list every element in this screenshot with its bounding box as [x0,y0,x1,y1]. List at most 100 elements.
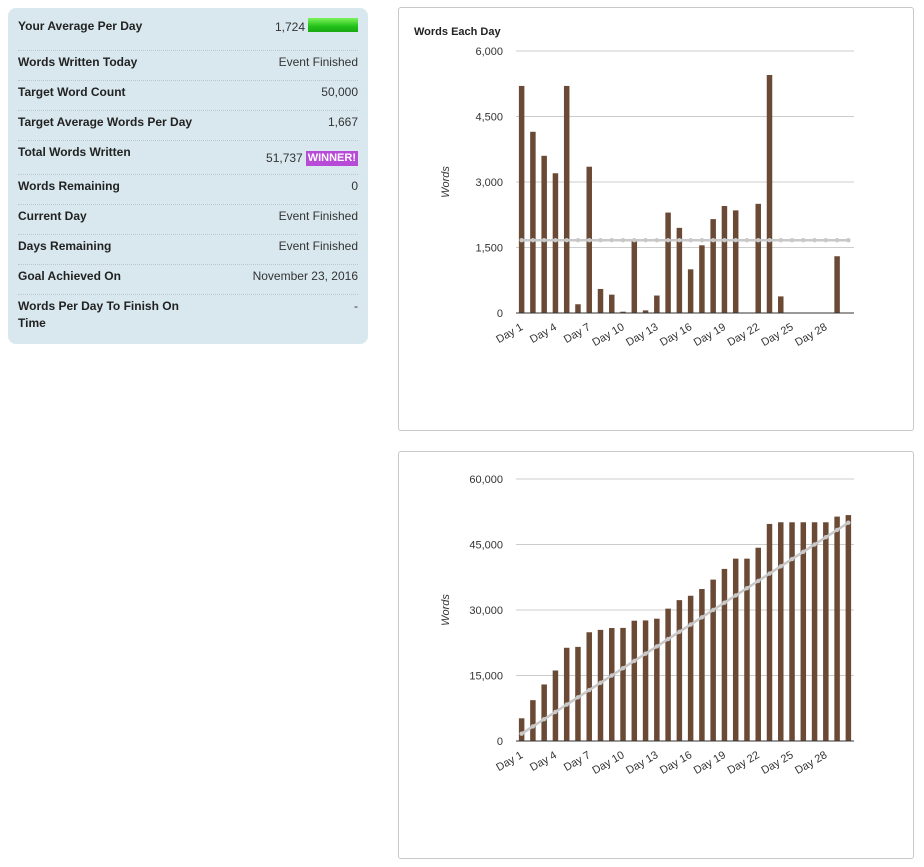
x-tick-label: Day 22 [726,749,762,777]
target-point [587,687,592,693]
target-point [609,673,614,678]
target-point [564,702,569,707]
x-tick-label: Day 10 [590,321,626,349]
bar [744,558,750,741]
target-point [598,238,603,243]
target-point [756,238,761,243]
stat-value: Event Finished [279,205,358,225]
x-tick-label: Day 13 [624,321,660,349]
target-point [587,238,592,243]
target-point [801,549,806,554]
cumulative-words-chart: 0 15,000 30,000 45,000 60,000 Words Day 1 Day 4… [440,474,854,777]
target-point [620,238,626,243]
target-point [541,238,547,243]
target-point [643,238,648,243]
target-point [778,238,783,243]
stat-value: - [354,295,358,315]
x-tick-label: Day 28 [793,749,829,777]
x-tick-label: Day 7 [562,749,593,774]
target-point [722,600,727,605]
chart-title: Words Each Day [414,26,501,38]
stat-value-text: 1,667 [327,115,358,129]
target-point [575,695,581,700]
y-tick-label: 30,000 [469,605,503,617]
stat-row: Current Day Event Finished [18,205,358,235]
x-tick-label: Day 13 [624,749,660,777]
bar [687,269,694,313]
bar [721,568,728,741]
target-point [530,724,536,729]
target-point [665,238,671,243]
stat-label: Target Average Words Per Day [18,115,193,129]
bar [721,206,728,313]
stat-label: Current Day [18,209,87,223]
bar [552,173,559,313]
stat-row: Target Word Count 50,000 [18,81,358,111]
stat-value: Event Finished [279,235,358,255]
bar [541,684,547,741]
target-point [699,238,705,243]
bar [518,718,525,741]
target-point [654,238,660,243]
y-tick-label: 1,500 [475,243,503,255]
target-point [744,238,750,243]
y-tick-label: 0 [497,308,503,320]
x-tick-label: Day 28 [793,321,829,349]
target-point [710,238,716,243]
x-tick-label: Day 19 [692,749,728,777]
bar [563,85,570,313]
x-tick-label: Day 4 [528,749,559,774]
words-each-day-chart: Words Each Day 0 1,500 3,000 4,500 6,000 Words… [414,26,854,349]
bar [620,627,626,741]
words-each-day-panel: Words Each Day 0 1,500 3,000 4,500 6,000 Words… [398,7,914,431]
stat-row: Goal Achieved On November 23, 2016 [18,265,358,295]
target-point [789,556,795,562]
target-point [530,238,536,243]
y-tick-label: 60,000 [469,474,503,486]
bar [732,210,739,313]
target-point [665,636,671,642]
bar [597,629,604,741]
stat-value-text: 1,724 [274,20,305,34]
target-point [823,238,829,243]
bar [642,620,649,741]
target-point [598,680,603,685]
target-point [677,629,682,635]
bar [710,219,716,313]
bar [845,515,852,741]
target-point [834,527,840,533]
target-point [609,238,614,243]
cumulative-words-panel: 0 15,000 30,000 45,000 60,000 Words Day 1 Day 4… [398,451,914,859]
x-tick-label: Day 7 [562,321,593,346]
x-tick-label: Day 19 [692,321,728,349]
bar [687,595,694,741]
bar [732,558,739,741]
stat-value-text: Event Finished [278,55,358,69]
stat-value: 0 [351,175,358,195]
x-tick-label: Day 16 [658,321,694,349]
y-tick-label: 15,000 [469,671,503,683]
x-tick-label: Day 1 [494,749,525,774]
target-point [722,238,727,243]
x-tick-label: Day 25 [759,321,795,349]
bar [823,522,829,741]
stat-value-text: - [354,299,358,313]
target-point [699,615,705,620]
x-tick-label: Day 16 [658,749,694,777]
y-tick-label: 6,000 [475,46,503,58]
stat-row: Target Average Words Per Day 1,667 [18,111,358,141]
target-point [519,731,524,736]
stats-panel: Your Average Per Day 1,724 Words Written T… [8,8,368,344]
bar [778,296,784,313]
target-point [632,238,637,243]
bar [654,295,660,313]
target-point [767,238,772,243]
target-point [541,716,547,722]
bar [789,522,795,741]
target-line [520,521,850,735]
bar [834,256,840,313]
bar [530,131,536,313]
target-point [846,238,851,243]
target-point [767,571,772,576]
bar [778,522,784,741]
